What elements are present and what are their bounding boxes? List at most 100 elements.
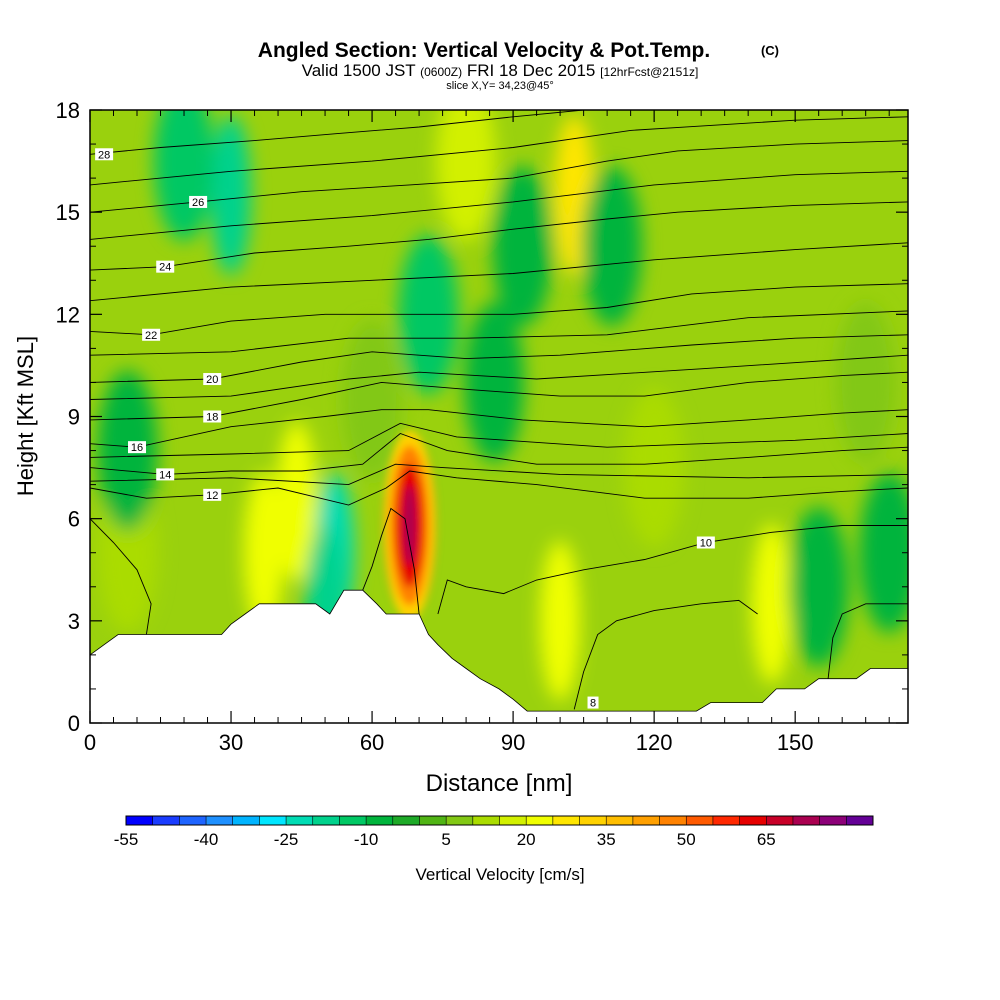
theta-label-box bbox=[203, 410, 222, 423]
velocity-cell-17 bbox=[154, 110, 215, 242]
theta-label-box bbox=[189, 195, 208, 208]
theta-contour-10 bbox=[437, 525, 908, 615]
x-axis-label: Distance [nm] bbox=[426, 770, 573, 797]
theta-label-box bbox=[156, 468, 175, 481]
theta-label: 26 bbox=[192, 197, 204, 209]
colorbar-tick-label: 35 bbox=[597, 830, 616, 849]
colorbar-swatch bbox=[739, 816, 767, 825]
theta-contour-line bbox=[90, 422, 908, 458]
colorbar-swatch bbox=[659, 816, 687, 825]
colorbar-swatch bbox=[819, 816, 847, 825]
colorbar-swatch bbox=[792, 816, 820, 825]
velocity-cell-14 bbox=[464, 302, 525, 463]
y-tick-label: 9 bbox=[68, 405, 80, 430]
colorbar-swatch bbox=[606, 816, 634, 825]
theta-label-box bbox=[203, 488, 222, 501]
theta-label-box bbox=[142, 328, 161, 341]
colorbar-swatch bbox=[312, 816, 340, 825]
theta-contour-16 bbox=[90, 409, 908, 448]
velocity-cell-15 bbox=[492, 166, 553, 327]
colorbar-swatch bbox=[499, 816, 527, 825]
colorbar-swatch bbox=[846, 816, 874, 825]
theta-contour-24 bbox=[90, 201, 908, 271]
colorbar-tick-label: 50 bbox=[677, 830, 696, 849]
theta-contour-line bbox=[362, 507, 420, 615]
valid-zulu: (0600Z) bbox=[420, 65, 462, 79]
theta-contour-8 bbox=[573, 599, 758, 710]
colorbar-swatch bbox=[632, 816, 660, 825]
colorbar-tick-label: -40 bbox=[194, 830, 219, 849]
velocity-cell-19 bbox=[788, 506, 849, 667]
colorbar-swatch bbox=[552, 816, 580, 825]
theta-contour-line bbox=[827, 603, 908, 679]
theta-label-box bbox=[203, 373, 222, 386]
colorbar-swatch bbox=[712, 816, 740, 825]
y-tick-label: 0 bbox=[68, 711, 80, 736]
y-tick-label: 15 bbox=[56, 200, 80, 225]
colorbar-swatch bbox=[579, 816, 607, 825]
velocity-cell-8 bbox=[835, 302, 896, 463]
valid-time: Valid 1500 JST bbox=[302, 61, 416, 80]
velocity-cell-4 bbox=[540, 540, 581, 701]
slice-info: slice X,Y= 34,23@45° bbox=[446, 80, 554, 92]
y-tick-label: 18 bbox=[56, 98, 80, 123]
y-tick-label: 12 bbox=[56, 302, 80, 327]
theta-contour-line bbox=[90, 242, 908, 302]
valid-date: FRI 18 Dec 2015 bbox=[467, 61, 596, 80]
colorbar-swatch bbox=[366, 816, 394, 825]
theta-label-box bbox=[696, 536, 715, 549]
velocity-peak bbox=[403, 485, 416, 566]
velocity-cell-7 bbox=[751, 523, 792, 684]
colorbar: -55 -40 -25 -10 5 20 35 50 65 bbox=[114, 815, 874, 849]
chart-title: Angled Section: Vertical Velocity & Pot.… bbox=[258, 39, 710, 62]
y-tick-label: 3 bbox=[68, 609, 80, 634]
colorbar-swatch bbox=[152, 816, 180, 825]
colorbar-swatch bbox=[179, 816, 207, 825]
theta-label: 10 bbox=[700, 538, 712, 550]
colorbar-swatch bbox=[206, 816, 234, 825]
theta-label-box bbox=[587, 696, 599, 709]
theta-label-box bbox=[128, 441, 147, 454]
x-tick-label: 30 bbox=[219, 730, 243, 755]
colorbar-swatch bbox=[126, 816, 153, 825]
colorbar-swatch bbox=[766, 816, 794, 825]
theta-label: 22 bbox=[145, 330, 157, 342]
theta-contour-22 bbox=[90, 283, 908, 336]
colorbar-tick-label: -55 bbox=[114, 830, 139, 849]
theta-label: 8 bbox=[590, 698, 596, 710]
colorbar-swatch bbox=[232, 816, 260, 825]
theta-label: 18 bbox=[206, 412, 218, 424]
x-tick-label: 90 bbox=[501, 730, 525, 755]
theta-label: 28 bbox=[98, 149, 110, 161]
velocity-cell-2 bbox=[276, 421, 317, 582]
colorbar-swatch bbox=[286, 816, 314, 825]
theta-label-box bbox=[95, 148, 114, 161]
theta-contour-26 bbox=[90, 140, 908, 213]
theta-label: 14 bbox=[159, 469, 171, 481]
velocity-cell-21 bbox=[97, 370, 158, 531]
theta-label: 16 bbox=[131, 442, 143, 454]
theta-contour-14 bbox=[90, 432, 908, 475]
colorbar-swatch bbox=[339, 816, 367, 825]
theta-label: 12 bbox=[206, 490, 218, 502]
colorbar-tick-label: -25 bbox=[274, 830, 299, 849]
theta-label: 24 bbox=[159, 262, 171, 274]
velocity-cell-9 bbox=[624, 387, 685, 548]
velocity-cell-3 bbox=[243, 472, 284, 633]
y-tick-label: 6 bbox=[68, 507, 80, 532]
colorbar-tick-label: 65 bbox=[757, 830, 776, 849]
velocity-cell-6 bbox=[436, 110, 497, 242]
forecast-info: [12hrFcst@2151z] bbox=[600, 65, 698, 79]
colorbar-swatch bbox=[686, 816, 714, 825]
theta-label-box bbox=[156, 260, 175, 273]
x-tick-label: 0 bbox=[84, 730, 96, 755]
colorbar-tick-label: 5 bbox=[441, 830, 450, 849]
velocity-cell-16 bbox=[211, 115, 252, 276]
theta-contour-line bbox=[90, 463, 908, 486]
axes: 0 30 60 90 120 150 0 3 6 9 12 15 18 bbox=[56, 98, 908, 755]
theta-label: 20 bbox=[206, 374, 218, 386]
colorbar-swatch bbox=[446, 816, 474, 825]
theta-contour-line bbox=[90, 310, 908, 356]
colorbar-swatch bbox=[419, 816, 447, 825]
